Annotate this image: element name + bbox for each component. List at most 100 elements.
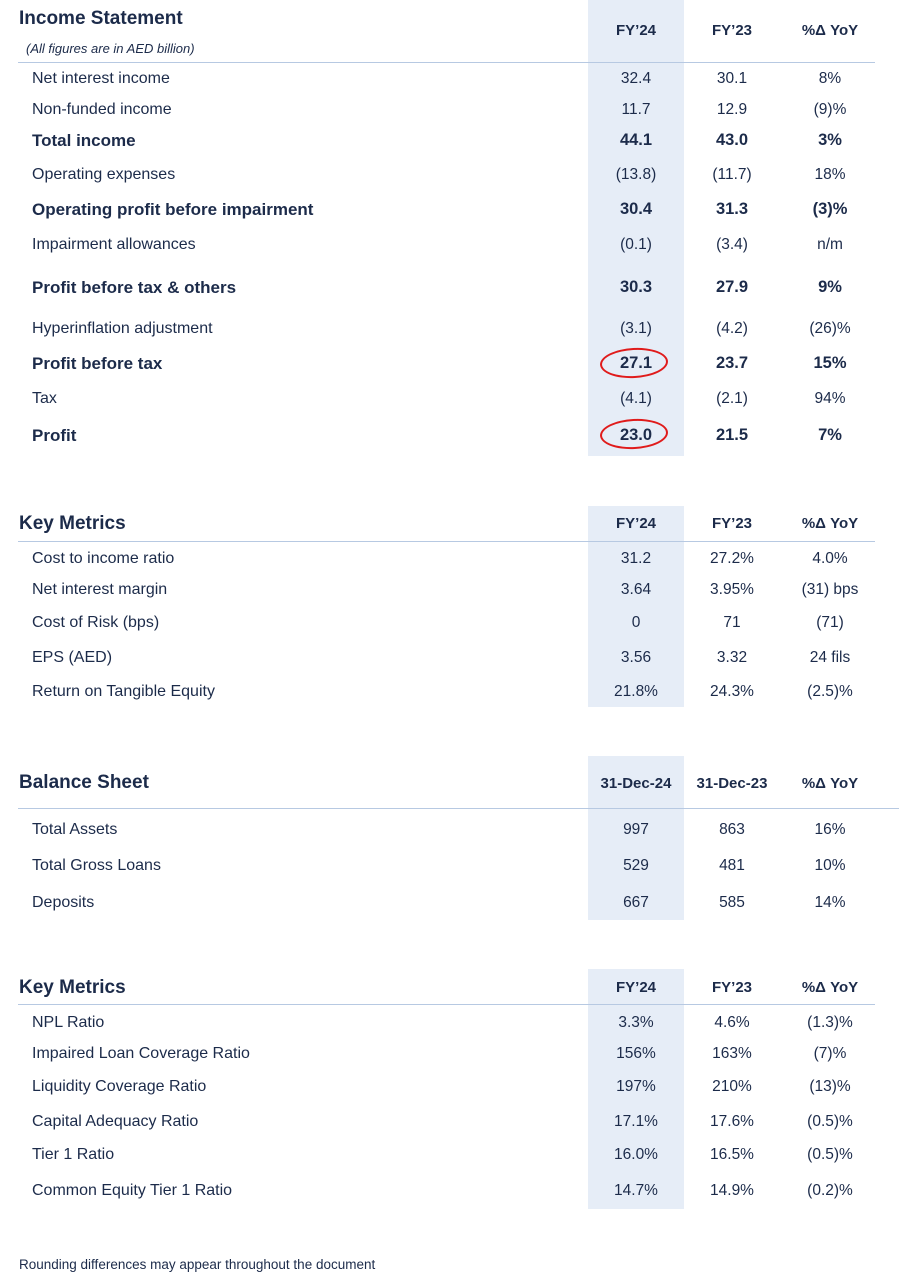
column-header-yoy: %Δ YoY [801,775,859,792]
row-label: Profit [32,426,77,445]
value-fy24: 31.2 [620,550,652,567]
value-fy24: (4.1) [620,390,652,407]
value-fy24: 0 [631,614,641,631]
value-fy24: 30.4 [619,200,653,218]
row-label: Hyperinflation adjustment [32,320,213,337]
row-label: Operating expenses [32,166,176,183]
row-label: Capital Adequacy Ratio [32,1113,199,1130]
row-label: Tier 1 Ratio [32,1146,115,1163]
value-fy24: 27.1 [619,354,653,372]
row-label: Cost of Risk (bps) [32,614,160,631]
value-fy23: 27.2% [710,550,754,567]
column-header-yoy: %Δ YoY [801,515,859,532]
value-fy24: 197% [616,1078,656,1095]
row-label: EPS (AED) [32,649,113,666]
value-fy24: 3.56 [620,649,652,666]
row-label: Total Assets [32,821,118,838]
value-fy23: 12.9 [716,101,748,118]
value-fy23: 210% [712,1078,752,1095]
column-header-yoy: %Δ YoY [801,979,859,996]
row-label: Non-funded income [32,101,172,118]
column-header-fy24: FY’24 [615,515,657,532]
value-yoy: (71) [816,614,844,631]
fy24-highlight-band [588,969,684,1209]
value-yoy: 7% [818,426,842,444]
value-yoy: (1.3)% [807,1014,853,1031]
column-header-fy24: FY’24 [615,979,657,996]
value-yoy: 18% [814,166,846,183]
value-fy23: 31.3 [715,200,749,218]
row-label: Impairment allowances [32,236,196,253]
row-label: Tax [32,390,57,407]
value-fy23: (4.2) [716,320,748,337]
header-divider [18,62,875,63]
value-fy24: 21.8% [614,683,658,700]
row-label: Deposits [32,894,95,911]
section-title: Balance Sheet [19,772,149,793]
header-divider [18,1004,875,1005]
value-fy23: 14.9% [710,1182,754,1199]
value-fy23: 23.7 [715,354,749,372]
value-fy24: 16.0% [614,1146,658,1163]
value-dec24: 667 [623,894,649,911]
value-fy23: 16.5% [710,1146,754,1163]
value-fy23: 43.0 [715,131,749,149]
value-fy24: 14.7% [614,1182,658,1199]
value-yoy: 14% [814,894,846,911]
value-yoy: 9% [818,278,842,296]
value-yoy: (26)% [809,320,851,337]
value-fy24: 17.1% [614,1113,658,1130]
value-fy23: 21.5 [715,426,749,444]
row-label: Common Equity Tier 1 Ratio [32,1182,233,1199]
value-yoy: (31) bps [801,581,859,598]
row-label: Profit before tax & others [32,278,237,297]
row-label: Return on Tangible Equity [32,683,215,700]
row-label: Net interest income [32,70,170,87]
value-fy24: 44.1 [619,131,653,149]
value-fy23: 163% [712,1045,752,1062]
value-fy23: 71 [723,614,741,631]
value-fy24: 32.4 [620,70,652,87]
value-fy23: (2.1) [716,390,748,407]
section-title: Income Statement [19,8,183,29]
row-label: Liquidity Coverage Ratio [32,1078,207,1095]
column-header-fy23: FY’23 [711,22,753,39]
value-fy24: 23.0 [619,426,653,444]
value-fy23: 24.3% [710,683,754,700]
value-fy24: 11.7 [621,101,651,118]
value-yoy: 24 fils [809,649,851,666]
value-yoy: 8% [818,70,842,87]
row-label: Operating profit before impairment [32,200,314,219]
column-header-dec24: 31-Dec-24 [600,775,672,792]
value-fy23: 17.6% [710,1113,754,1130]
row-label: Total income [32,131,136,150]
fy24-highlight-band [588,756,684,920]
row-label: Cost to income ratio [32,550,175,567]
section-subtitle: (All figures are in AED billion) [26,41,195,56]
section-title: Key Metrics [19,977,126,998]
value-yoy: (0.5)% [807,1113,853,1130]
value-yoy: (9)% [813,101,847,118]
row-label: Total Gross Loans [32,857,161,874]
value-fy24: 30.3 [619,278,653,296]
row-label: Profit before tax [32,354,163,373]
value-yoy: (3)% [812,200,848,218]
value-dec23: 585 [719,894,745,911]
value-fy23: 4.6% [714,1014,750,1031]
value-yoy: 16% [814,821,846,838]
header-divider [18,541,875,542]
value-yoy: 94% [814,390,846,407]
value-yoy: 15% [813,354,847,372]
value-fy24: (0.1) [620,236,652,253]
value-yoy: (13)% [809,1078,851,1095]
value-fy24: 3.3% [618,1014,654,1031]
value-dec23: 481 [719,857,745,874]
value-yoy: n/m [817,236,843,253]
value-fy23: 30.1 [716,70,748,87]
value-fy23: 3.32 [716,649,748,666]
value-fy24: (3.1) [620,320,652,337]
section-title: Key Metrics [19,513,126,534]
value-fy23: (11.7) [712,166,752,183]
value-yoy: 4.0% [812,550,848,567]
fy24-highlight-band [588,0,684,456]
